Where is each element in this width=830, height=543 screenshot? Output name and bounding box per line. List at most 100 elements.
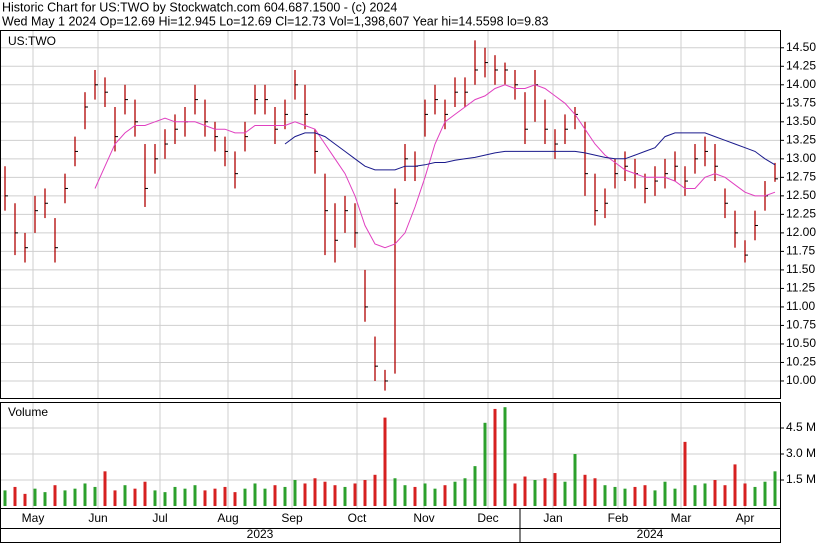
volume-bar [683,441,687,506]
x-tick-label: Feb [608,511,629,525]
y-tick-label: 10.25 [786,355,816,369]
volume-bar [113,490,117,506]
volume-bar [223,486,227,506]
volume-bar [713,480,717,506]
x-tick-label: Jan [543,511,562,525]
volume-bar [543,478,547,506]
volume-bar [303,483,307,506]
y-tick-label: 13.25 [786,132,816,146]
volume-bar [663,481,667,506]
date-axis [0,508,781,543]
panel-label: US:TWO [8,34,56,48]
y-tick-label: 14.25 [786,58,816,72]
volume-bar [253,483,257,506]
y-tick-label: 13.75 [786,95,816,109]
x-tick-label: Nov [413,511,434,525]
volume-bar [333,485,337,506]
y-tick-label: 11.50 [786,262,815,276]
volume-bar [353,483,357,506]
year-label: 2024 [637,527,664,541]
volume-bar [63,490,67,506]
y-tick-label: 12.50 [786,188,816,202]
volume-bar [23,493,27,506]
volume-bar [523,476,527,506]
header-title: Historic Chart for US:TWO by Stockwatch.… [2,0,397,14]
x-tick-label: Dec [477,511,498,525]
x-tick-label: Jun [88,511,107,525]
y-tick-label: 14.00 [786,77,816,91]
volume-bar [623,488,627,506]
volume-bar [33,488,37,506]
volume-bar [693,485,697,506]
y-tick-label: 12.25 [786,207,816,221]
volume-bar [633,486,637,506]
volume-bar [643,485,647,506]
year-label: 2023 [247,527,274,541]
y-tick-label: 14.50 [786,40,816,54]
volume-bar [613,486,617,506]
y-tick-label: 13.00 [786,151,816,165]
volume-bar [563,481,567,506]
volume-bar [103,471,107,506]
y-tick-label: 4.5 M [786,420,816,434]
volume-bar [403,485,407,506]
volume-bar [533,480,537,506]
volume-bar [423,483,427,506]
volume-bar [743,483,747,506]
volume-bar [283,486,287,506]
volume-bar [93,486,97,506]
moving-average [94,84,776,249]
x-tick-label: Jul [152,511,167,525]
y-tick-label: 10.00 [786,373,816,387]
y-tick-label: 3.0 M [786,446,816,460]
y-tick-label: 12.00 [786,225,816,239]
volume-bar [193,485,197,506]
y-tick-label: 1.5 M [786,472,816,486]
volume-bar [583,474,587,506]
y-tick-label: 10.50 [786,336,816,350]
volume-bar [263,488,267,506]
moving-average [284,132,776,171]
volume-bar [463,478,467,506]
volume-bar [443,485,447,506]
volume-bar [433,488,437,506]
y-tick-label: 11.25 [786,281,815,295]
panel-label: Volume [8,405,48,419]
volume-bar [773,471,777,506]
volume-bar [293,480,297,506]
y-tick-label: 11.00 [786,299,815,313]
volume-bar [703,483,707,506]
volume-bar [133,488,137,506]
volume-bar [373,474,377,506]
y-tick-label: 12.75 [786,170,816,184]
volume-bar [493,408,497,506]
volume-bar [203,490,207,506]
volume-bar [363,480,367,506]
volume-bar [733,464,737,506]
volume-bar [123,485,127,506]
volume-bar [83,483,87,506]
volume-bar [43,492,47,506]
volume-bar [393,478,397,506]
volume-bar [233,492,237,506]
volume-bar [603,485,607,506]
volume-bar [153,490,157,506]
y-tick-label: 10.75 [786,318,816,332]
volume-bar [723,485,727,506]
volume-bar [413,486,417,506]
volume-bar [163,492,167,506]
volume-bar [383,417,387,506]
volume-bar [13,486,17,506]
volume-bar [343,486,347,506]
x-tick-label: Oct [348,511,367,525]
mark-layer [3,40,778,506]
y-tick-label: 13.50 [786,114,816,128]
grid-layer [0,30,780,508]
volume-bar [653,490,657,506]
volume-bar [673,488,677,506]
volume-bar [53,485,57,506]
volume-bar [753,486,757,506]
volume-bar [473,466,477,506]
volume-bar [453,481,457,506]
